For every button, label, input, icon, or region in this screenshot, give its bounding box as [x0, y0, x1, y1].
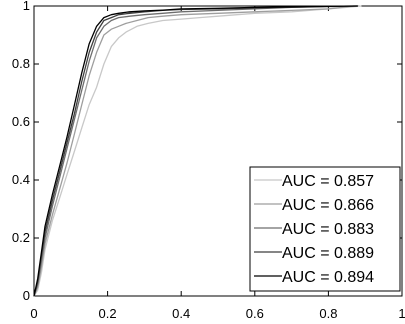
- legend-label: AUC = 0.894: [282, 269, 374, 286]
- x-tick-label: 0.6: [246, 306, 264, 321]
- legend-label: AUC = 0.889: [282, 245, 374, 262]
- x-tick-label: 0.8: [319, 306, 337, 321]
- roc-curve-1: [33, 5, 362, 297]
- x-tick-label: 0: [30, 306, 37, 321]
- y-tick-label: 0.8: [12, 56, 30, 71]
- y-tick-label: 0.4: [12, 172, 30, 187]
- y-tick-label: 0.2: [12, 230, 30, 245]
- axes-frame: [33, 5, 403, 297]
- legend-label: AUC = 0.857: [282, 173, 374, 190]
- x-tick-label: 1: [398, 306, 405, 321]
- roc-curve-2: [33, 5, 355, 297]
- roc-curve-5: [33, 5, 358, 297]
- legend-box: [249, 166, 401, 292]
- y-tick-label: 0: [23, 288, 30, 303]
- roc-curve-3: [33, 5, 358, 297]
- legend-label: AUC = 0.883: [282, 221, 374, 238]
- x-tick-label: 0.2: [99, 306, 117, 321]
- y-tick-label: 0.6: [12, 114, 30, 129]
- roc-curves: [33, 5, 362, 297]
- plot-area: [33, 5, 403, 297]
- legend-label: AUC = 0.866: [282, 197, 374, 214]
- legend: AUC = 0.857 AUC = 0.866 AUC = 0.883 AUC = 0…: [249, 166, 401, 292]
- y-tick-label: 1: [23, 0, 30, 13]
- x-tick-label: 0.4: [172, 306, 190, 321]
